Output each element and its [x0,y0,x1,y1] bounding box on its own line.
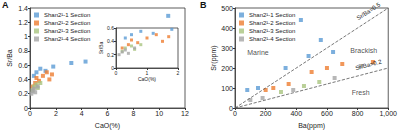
svg-text:2: 2 [54,110,58,117]
svg-text:Shan2¹-2 Section: Shan2¹-2 Section [44,20,90,26]
svg-text:2: 2 [177,70,180,76]
svg-text:1: 1 [24,33,28,40]
svg-text:600: 600 [321,110,333,117]
svg-text:Shan2¹-1 Section: Shan2¹-1 Section [249,12,295,18]
svg-text:Marine: Marine [247,49,269,56]
svg-text:Shan2¹-3 Section: Shan2¹-3 Section [44,28,90,34]
svg-text:0.4: 0.4 [18,76,28,83]
svg-text:Sr/Ba=0.2: Sr/Ba=0.2 [355,58,383,71]
svg-text:12: 12 [181,110,189,117]
svg-text:0: 0 [229,104,233,112]
svg-text:400: 400 [290,110,302,117]
svg-text:Fresh: Fresh [352,89,370,96]
svg-text:Brackish: Brackish [350,47,377,54]
svg-text:1.2: 1.2 [18,19,28,26]
svg-text:Shan2¹-4 Section: Shan2¹-4 Section [44,36,90,42]
svg-text:0.8: 0.8 [18,47,28,54]
svg-text:B: B [200,0,207,10]
svg-text:300: 300 [221,45,233,52]
svg-text:0: 0 [24,104,28,112]
svg-text:800: 800 [352,110,364,117]
svg-text:CaO(%): CaO(%) [138,76,156,82]
svg-text:0.4: 0.4 [107,38,114,44]
svg-text:Shan2¹-1 Section: Shan2¹-1 Section [44,12,90,18]
svg-text:Shan2¹-3 Section: Shan2¹-3 Section [249,28,295,34]
svg-text:200: 200 [260,110,272,117]
svg-text:1: 1 [146,70,149,76]
svg-text:8: 8 [131,110,135,117]
svg-text:0: 0 [115,70,118,76]
svg-text:0: 0 [111,65,114,71]
svg-text:4: 4 [80,110,84,117]
svg-text:100: 100 [221,85,233,92]
svg-text:200: 200 [221,65,233,72]
svg-text:0: 0 [233,110,237,117]
svg-text:Shan2¹-4 Section: Shan2¹-4 Section [249,36,295,42]
svg-text:Sr/Ba: Sr/Ba [6,49,13,67]
svg-text:0: 0 [28,110,32,117]
svg-text:CaO(%): CaO(%) [95,122,120,130]
svg-text:Ba(ppm): Ba(ppm) [298,122,325,130]
svg-text:10: 10 [155,110,163,117]
svg-text:6: 6 [106,110,110,117]
svg-text:Sr/Ba: Sr/Ba [98,42,104,55]
svg-text:0.6: 0.6 [18,62,28,69]
svg-text:A: A [2,0,9,10]
svg-text:1.4: 1.4 [18,5,28,12]
svg-text:0.2: 0.2 [107,52,114,58]
svg-text:500: 500 [221,5,233,12]
svg-text:Sr/Ba=0.5: Sr/Ba=0.5 [356,1,382,21]
svg-text:0.2: 0.2 [18,90,28,97]
svg-text:0.6: 0.6 [107,25,114,31]
svg-text:Sr(ppm): Sr(ppm) [210,45,218,70]
svg-text:Shan2¹-2 Section: Shan2¹-2 Section [249,20,295,26]
svg-text:400: 400 [221,25,233,32]
svg-text:1,000: 1,000 [379,110,397,117]
